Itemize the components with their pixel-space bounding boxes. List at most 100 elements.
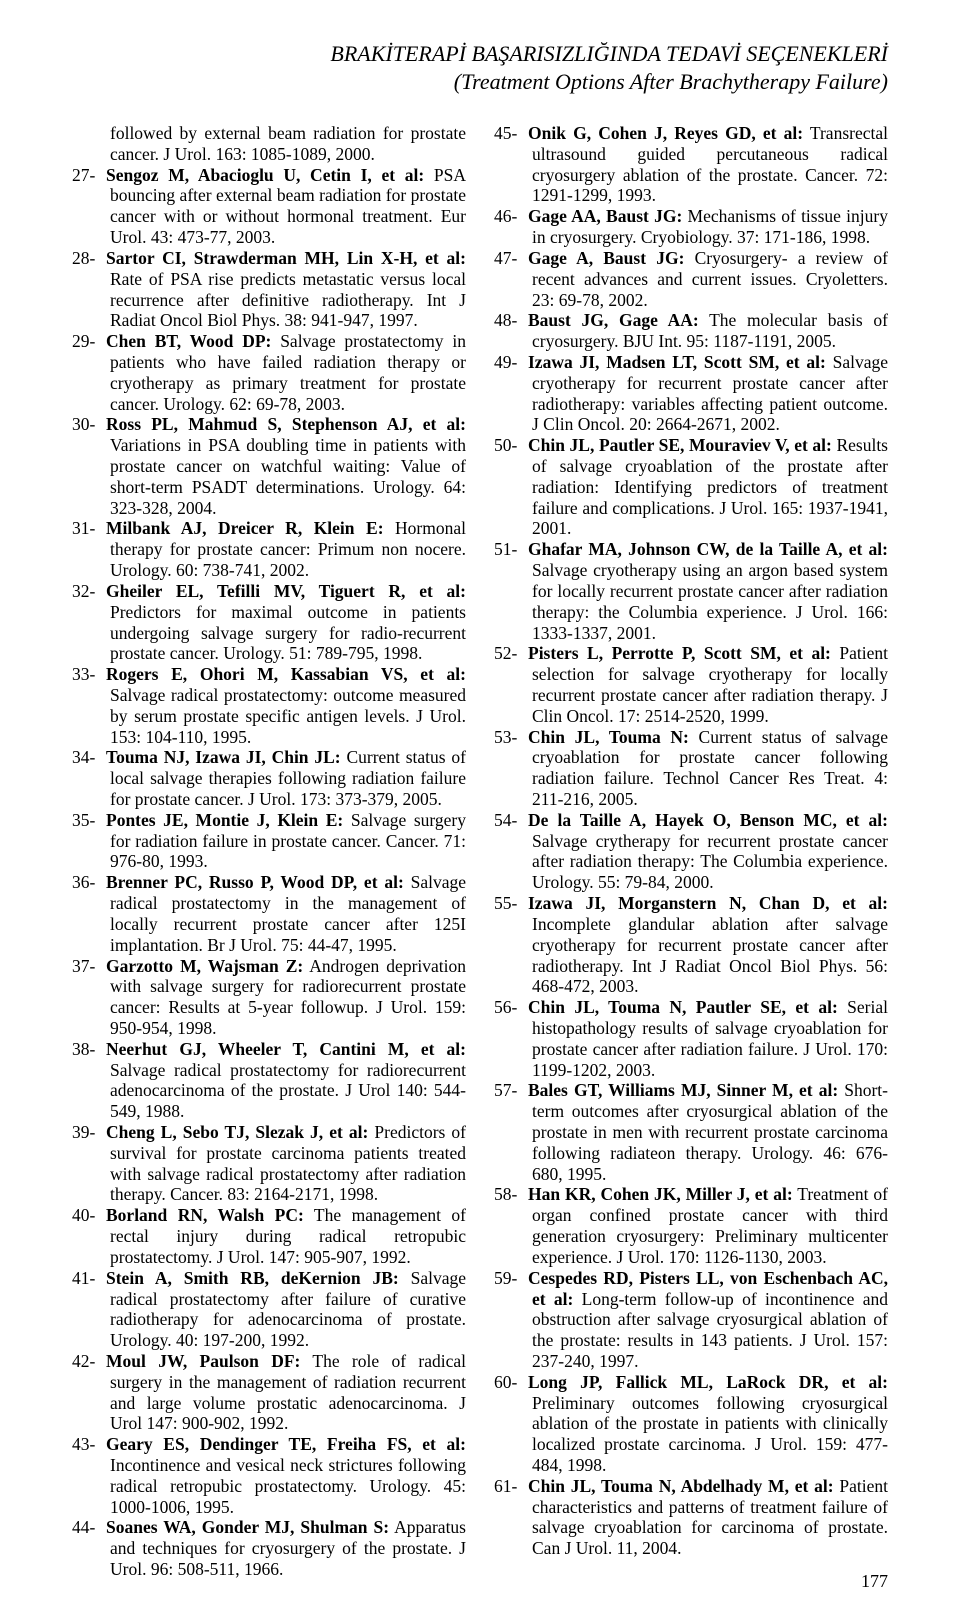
reference-item: 42-Moul JW, Paulson DF: The role of radi… — [110, 1351, 466, 1434]
reference-number: 37- — [72, 956, 106, 977]
reference-authors: Chin JL, Pautler SE, Mouraviev V, et al: — [528, 435, 832, 455]
reference-authors: Chin JL, Touma N, Abdelhady M, et al: — [528, 1476, 834, 1496]
reference-number: 30- — [72, 414, 106, 435]
reference-authors: Rogers E, Ohori M, Kassabian VS, et al: — [106, 664, 466, 684]
reference-item: 34-Touma NJ, Izawa JI, Chin JL: Current … — [110, 747, 466, 809]
reference-authors: Chen BT, Wood DP: — [106, 331, 271, 351]
reference-item: 55-Izawa JI, Morganstern N, Chan D, et a… — [532, 893, 888, 997]
continuation-text: followed by external beam radiation for … — [110, 123, 466, 165]
reference-item: 61-Chin JL, Touma N, Abdelhady M, et al:… — [532, 1476, 888, 1559]
reference-number: 56- — [494, 997, 528, 1018]
reference-item: 32-Gheiler EL, Tefilli MV, Tiguert R, et… — [110, 581, 466, 664]
reference-number: 45- — [494, 123, 528, 144]
reference-item: 39-Cheng L, Sebo TJ, Slezak J, et al: Pr… — [110, 1122, 466, 1205]
reference-number: 58- — [494, 1184, 528, 1205]
reference-columns: followed by external beam radiation for … — [72, 123, 888, 1580]
reference-number: 29- — [72, 331, 106, 352]
reference-item: 46-Gage AA, Baust JG: Mechanisms of tiss… — [532, 206, 888, 248]
reference-authors: Bales GT, Williams MJ, Sinner M, et al: — [528, 1080, 838, 1100]
reference-authors: Moul JW, Paulson DF: — [106, 1351, 300, 1371]
reference-item: 52-Pisters L, Perrotte P, Scott SM, et a… — [532, 643, 888, 726]
reference-authors: Neerhut GJ, Wheeler T, Cantini M, et al: — [106, 1039, 466, 1059]
reference-item: 37-Garzotto M, Wajsman Z: Androgen depri… — [110, 956, 466, 1039]
reference-item: 47-Gage A, Baust JG: Cryosurgery- a revi… — [532, 248, 888, 310]
reference-number: 42- — [72, 1351, 106, 1372]
reference-number: 52- — [494, 643, 528, 664]
reference-item: 53-Chin JL, Touma N: Current status of s… — [532, 727, 888, 810]
reference-number: 41- — [72, 1268, 106, 1289]
reference-number: 34- — [72, 747, 106, 768]
reference-authors: Chin JL, Touma N, Pautler SE, et al: — [528, 997, 838, 1017]
reference-citation: Salvage radical prostatectomy for radior… — [110, 1060, 466, 1122]
reference-authors: Onik G, Cohen J, Reyes GD, et al: — [528, 123, 803, 143]
reference-authors: Gage A, Baust JG: — [528, 248, 684, 268]
reference-citation: Salvage crytherapy for recurrent prostat… — [532, 831, 888, 893]
reference-authors: Geary ES, Dendinger TE, Freiha FS, et al… — [106, 1434, 466, 1454]
reference-item: 49-Izawa JI, Madsen LT, Scott SM, et al:… — [532, 352, 888, 435]
reference-item: 54-De la Taille A, Hayek O, Benson MC, e… — [532, 810, 888, 893]
reference-item: 29-Chen BT, Wood DP: Salvage prostatecto… — [110, 331, 466, 414]
reference-item: 59-Cespedes RD, Pisters LL, von Eschenba… — [532, 1268, 888, 1372]
page: BRAKİTERAPİ BAŞARISIZLIĞINDA TEDAVİ SEÇE… — [0, 0, 960, 1620]
reference-citation: Long-term follow-up of incontinence and … — [532, 1289, 888, 1371]
reference-authors: Soanes WA, Gonder MJ, Shulman S: — [106, 1517, 389, 1537]
reference-item: 30-Ross PL, Mahmud S, Stephenson AJ, et … — [110, 414, 466, 518]
reference-number: 38- — [72, 1039, 106, 1060]
reference-item: 38-Neerhut GJ, Wheeler T, Cantini M, et … — [110, 1039, 466, 1122]
reference-authors: Garzotto M, Wajsman Z: — [106, 956, 303, 976]
page-number: 177 — [861, 1571, 888, 1592]
reference-authors: De la Taille A, Hayek O, Benson MC, et a… — [528, 810, 888, 830]
reference-authors: Gheiler EL, Tefilli MV, Tiguert R, et al… — [106, 581, 466, 601]
reference-number: 48- — [494, 310, 528, 331]
reference-item: 58-Han KR, Cohen JK, Miller J, et al: Tr… — [532, 1184, 888, 1267]
reference-item: 51-Ghafar MA, Johnson CW, de la Taille A… — [532, 539, 888, 643]
reference-authors: Borland RN, Walsh PC: — [106, 1205, 304, 1225]
reference-citation: Predictors for maximal outcome in patien… — [110, 602, 466, 664]
reference-item: 48-Baust JG, Gage AA: The molecular basi… — [532, 310, 888, 352]
reference-authors: Baust JG, Gage AA: — [528, 310, 699, 330]
reference-item: 50-Chin JL, Pautler SE, Mouraviev V, et … — [532, 435, 888, 539]
reference-number: 60- — [494, 1372, 528, 1393]
reference-authors: Chin JL, Touma N: — [528, 727, 689, 747]
reference-citation: Rate of PSA rise predicts metastatic ver… — [110, 269, 466, 331]
reference-authors: Izawa JI, Morganstern N, Chan D, et al: — [528, 893, 888, 913]
reference-item: 35-Pontes JE, Montie J, Klein E: Salvage… — [110, 810, 466, 872]
reference-item: 28-Sartor CI, Strawderman MH, Lin X-H, e… — [110, 248, 466, 331]
reference-authors: Milbank AJ, Dreicer R, Klein E: — [106, 518, 384, 538]
reference-authors: Ross PL, Mahmud S, Stephenson AJ, et al: — [106, 414, 466, 434]
reference-citation: Salvage radical prostatectomy: outcome m… — [110, 685, 466, 747]
reference-authors: Izawa JI, Madsen LT, Scott SM, et al: — [528, 352, 826, 372]
reference-number: 40- — [72, 1205, 106, 1226]
reference-authors: Stein A, Smith RB, deKernion JB: — [106, 1268, 399, 1288]
reference-number: 27- — [72, 165, 106, 186]
reference-number: 32- — [72, 581, 106, 602]
reference-number: 47- — [494, 248, 528, 269]
reference-authors: Sengoz M, Abacioglu U, Cetin I, et al: — [106, 165, 424, 185]
reference-authors: Han KR, Cohen JK, Miller J, et al: — [528, 1184, 793, 1204]
reference-item: 60-Long JP, Fallick ML, LaRock DR, et al… — [532, 1372, 888, 1476]
reference-item: 27-Sengoz M, Abacioglu U, Cetin I, et al… — [110, 165, 466, 248]
reference-number: 46- — [494, 206, 528, 227]
reference-number: 43- — [72, 1434, 106, 1455]
reference-number: 35- — [72, 810, 106, 831]
reference-item: 36-Brenner PC, Russo P, Wood DP, et al: … — [110, 872, 466, 955]
reference-citation: Preliminary outcomes following cryosurgi… — [532, 1393, 888, 1475]
reference-authors: Pisters L, Perrotte P, Scott SM, et al: — [528, 643, 831, 663]
reference-number: 50- — [494, 435, 528, 456]
reference-item: 31-Milbank AJ, Dreicer R, Klein E: Hormo… — [110, 518, 466, 580]
reference-citation: Salvage cryotherapy using an argon based… — [532, 560, 888, 642]
reference-number: 59- — [494, 1268, 528, 1289]
reference-item: 43-Geary ES, Dendinger TE, Freiha FS, et… — [110, 1434, 466, 1517]
reference-citation: Variations in PSA doubling time in patie… — [110, 435, 466, 517]
header-line-2: (Treatment Options After Brachytherapy F… — [72, 68, 888, 96]
reference-number: 51- — [494, 539, 528, 560]
reference-number: 36- — [72, 872, 106, 893]
reference-item: 40-Borland RN, Walsh PC: The management … — [110, 1205, 466, 1267]
running-header: BRAKİTERAPİ BAŞARISIZLIĞINDA TEDAVİ SEÇE… — [72, 40, 888, 95]
reference-number: 33- — [72, 664, 106, 685]
reference-item: 45-Onik G, Cohen J, Reyes GD, et al: Tra… — [532, 123, 888, 206]
reference-item: 44-Soanes WA, Gonder MJ, Shulman S: Appa… — [110, 1517, 466, 1579]
reference-number: 57- — [494, 1080, 528, 1101]
reference-authors: Brenner PC, Russo P, Wood DP, et al: — [106, 872, 404, 892]
reference-authors: Gage AA, Baust JG: — [528, 206, 682, 226]
